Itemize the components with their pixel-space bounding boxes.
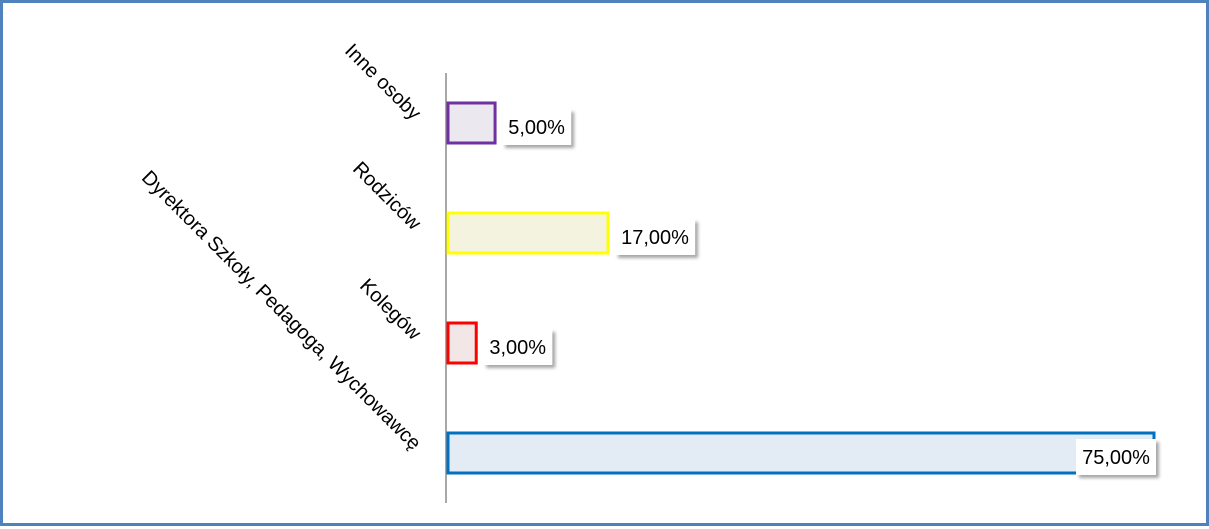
data-label-box: [502, 109, 572, 145]
bar: [446, 321, 478, 365]
bar: [446, 431, 1156, 475]
data-label: 3,00%: [489, 337, 546, 359]
category-label: Rodziców: [348, 158, 425, 235]
data-label: 75,00%: [1082, 447, 1150, 469]
data-label-box: [483, 329, 553, 365]
category-label: Kolegów: [355, 275, 425, 345]
bar: [446, 211, 610, 255]
data-label-box: [615, 219, 696, 255]
bar-chart: 5,00% Inne osoby 17,00% Rodziców 3,00% Kolegó…: [137, 40, 1156, 503]
data-label: 17,00%: [621, 227, 689, 249]
category-label: Inne osoby: [340, 40, 425, 125]
data-label-box: [1076, 439, 1156, 475]
bar: [446, 101, 497, 145]
data-label: 5,00%: [508, 117, 565, 139]
